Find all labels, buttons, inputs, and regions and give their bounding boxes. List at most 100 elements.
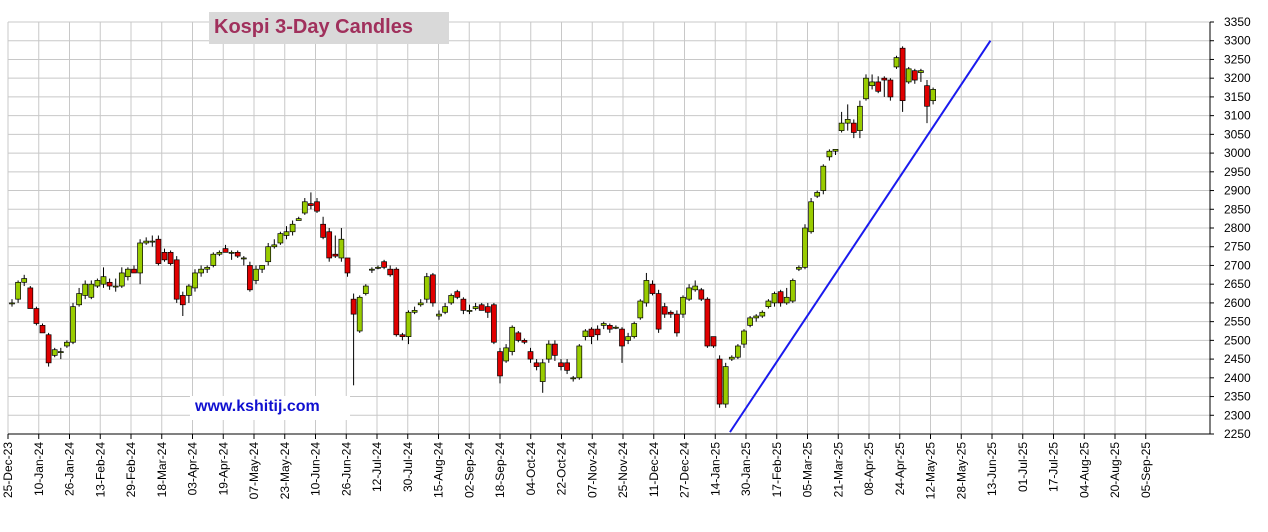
candle-body — [533, 362, 540, 367]
candle-up — [186, 284, 192, 303]
candle-body — [838, 122, 845, 131]
x-axis-tick-label: 17-Jul-25 — [1047, 442, 1061, 492]
x-axis-tick-label: 08-Apr-25 — [862, 442, 876, 496]
candle-up — [741, 329, 747, 348]
candle-body — [619, 328, 625, 347]
candle-up — [88, 280, 95, 300]
candle-body — [51, 349, 58, 356]
candle-body — [21, 278, 28, 283]
candle-body — [582, 330, 589, 337]
candle-down — [27, 286, 34, 309]
x-axis-tick-label: 11-Dec-24 — [647, 442, 661, 497]
candle-down — [106, 278, 113, 290]
candle-body — [924, 85, 930, 107]
x-axis-tick-label: 18-Sep-24 — [493, 442, 507, 498]
candle-down — [430, 272, 436, 307]
candle-body — [930, 89, 936, 102]
candle-down — [527, 347, 534, 363]
candle-up — [253, 265, 259, 285]
candle-body — [728, 356, 735, 360]
candle-up — [149, 235, 156, 247]
candle-body — [503, 347, 509, 362]
x-axis-tick-label: 28-May-25 — [954, 442, 968, 500]
axes — [7, 21, 1214, 439]
candle-up — [375, 265, 381, 270]
candle-up — [808, 198, 814, 234]
candle-body — [875, 81, 882, 92]
candle-up — [442, 302, 448, 315]
candle-down — [484, 302, 491, 318]
candle-body — [765, 300, 772, 308]
x-axis-tick-label: 05-Mar-25 — [801, 442, 815, 498]
candle-body — [216, 251, 223, 255]
x-axis-tick-label: 04-Aug-25 — [1077, 442, 1091, 498]
candle-up — [789, 278, 796, 303]
candle-body — [125, 268, 131, 278]
candle-up — [21, 274, 28, 287]
candle-up — [82, 280, 89, 300]
candle-body — [45, 334, 52, 364]
candle-body — [722, 366, 729, 405]
candle-body — [881, 77, 888, 81]
candle-up — [466, 304, 473, 315]
candle-body — [753, 315, 760, 319]
candle-body — [667, 311, 674, 315]
candle-down — [131, 265, 137, 274]
candle-body — [192, 272, 198, 289]
y-axis-tick-label: 3000 — [1224, 146, 1251, 160]
x-axis-tick-label: 02-Sep-24 — [462, 442, 476, 498]
candle-body — [137, 242, 143, 274]
y-axis-tick-label: 3250 — [1224, 52, 1251, 66]
candle-body — [698, 289, 705, 300]
candle-body — [131, 268, 137, 274]
candle-body — [173, 259, 180, 300]
candle-body — [826, 150, 833, 158]
candle-up — [137, 239, 143, 285]
candle-down — [344, 257, 351, 277]
candle-up — [472, 302, 479, 311]
candle-up — [735, 344, 741, 360]
candle-up — [417, 299, 424, 307]
candle-body — [240, 257, 247, 260]
candle-body — [448, 295, 455, 304]
candle-body — [796, 266, 802, 270]
candle-up — [869, 74, 875, 90]
candle-down — [381, 259, 387, 270]
candle-up — [570, 375, 577, 382]
candle-body — [338, 238, 345, 259]
candle-body — [228, 251, 235, 254]
candle-down — [33, 306, 40, 326]
candle-up — [448, 293, 455, 305]
candle-up — [820, 164, 827, 195]
candle-down — [899, 46, 906, 112]
candle-down — [594, 325, 601, 341]
candle-down — [399, 332, 406, 341]
candle-body — [289, 223, 296, 233]
candle-body — [515, 332, 522, 341]
x-axis-tick-label: 10-Jun-24 — [309, 442, 323, 496]
candle-body — [783, 296, 790, 304]
candle-body — [594, 328, 601, 336]
candle-up — [143, 237, 150, 245]
candle-body — [301, 201, 308, 214]
candle-down — [911, 68, 918, 84]
candle-up — [509, 325, 516, 356]
candle-body — [436, 313, 442, 317]
candle-up — [64, 340, 70, 348]
candle-body — [399, 334, 406, 337]
candle-up — [57, 347, 64, 360]
candle-body — [82, 283, 89, 296]
candle-body — [253, 268, 259, 281]
x-axis-tick-label: 27-Dec-24 — [678, 442, 692, 498]
candle-body — [417, 302, 424, 306]
candle-body — [741, 330, 747, 345]
candles — [9, 46, 936, 408]
candle-body — [369, 268, 375, 271]
candle-body — [375, 266, 381, 269]
candle-body — [808, 201, 814, 233]
x-axis-tick-label: 07-May-24 — [247, 442, 261, 500]
x-axis-tick-label: 26-Jan-24 — [63, 442, 77, 496]
candle-body — [265, 246, 272, 263]
candle-up — [228, 250, 235, 260]
candle-body — [472, 306, 479, 309]
